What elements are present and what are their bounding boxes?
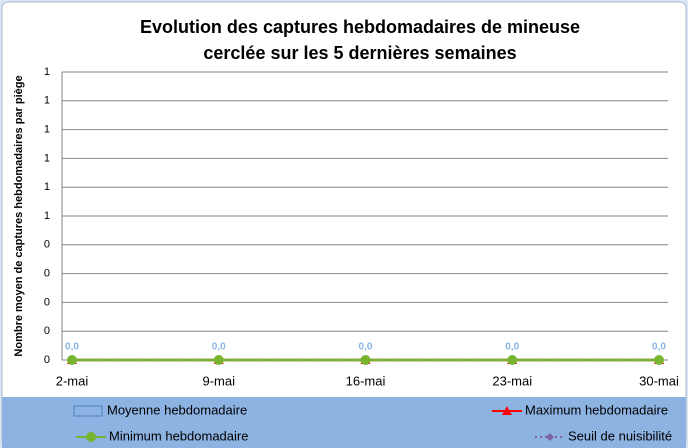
x-tick-label: 9-mai [202, 373, 235, 388]
legend-swatch [73, 405, 103, 417]
legend-label: Maximum hebdomadaire [525, 402, 668, 417]
x-tick-label: 23-mai [492, 373, 532, 388]
y-tick-label: 1 [44, 95, 50, 107]
data-label: 0,0 [652, 342, 666, 353]
legend-marker [86, 432, 96, 442]
legend-label: Seuil de nuisibilité [568, 428, 672, 443]
legend-band [2, 397, 686, 448]
legend-label: Minimum hebdomadaire [109, 428, 248, 443]
x-tick-label: 2-mai [56, 373, 89, 388]
y-tick-label: 0 [44, 296, 50, 308]
y-tick-label: 1 [44, 124, 50, 136]
data-label: 0,0 [359, 342, 373, 353]
y-axis-label: Nombre moyen de captures hebdomadaires p… [13, 75, 25, 356]
y-tick-label: 1 [44, 152, 50, 164]
chart-title: Evolution des captures hebdomadaires de … [140, 17, 580, 37]
data-label: 0,0 [505, 342, 519, 353]
marker [654, 355, 664, 365]
x-tick-label: 16-mai [346, 373, 386, 388]
marker [67, 355, 77, 365]
x-tick-label: 30-mai [639, 373, 679, 388]
chart-title: cerclée sur les 5 dernières semaines [203, 43, 516, 63]
y-tick-label: 1 [44, 181, 50, 193]
marker [213, 355, 224, 365]
legend-marker [546, 433, 554, 441]
y-tick-label: 1 [44, 66, 50, 78]
marker [360, 355, 371, 365]
legend-marker [502, 406, 512, 415]
data-label: 0,0 [65, 342, 79, 353]
y-tick-label: 0 [44, 268, 50, 280]
marker [507, 355, 518, 365]
data-label: 0,0 [212, 342, 226, 353]
y-tick-label: 0 [44, 354, 50, 366]
y-tick-label: 1 [44, 210, 50, 222]
y-tick-label: 0 [44, 325, 50, 337]
y-tick-label: 0 [44, 239, 50, 251]
legend-label: Moyenne hebdomadaire [107, 402, 247, 417]
